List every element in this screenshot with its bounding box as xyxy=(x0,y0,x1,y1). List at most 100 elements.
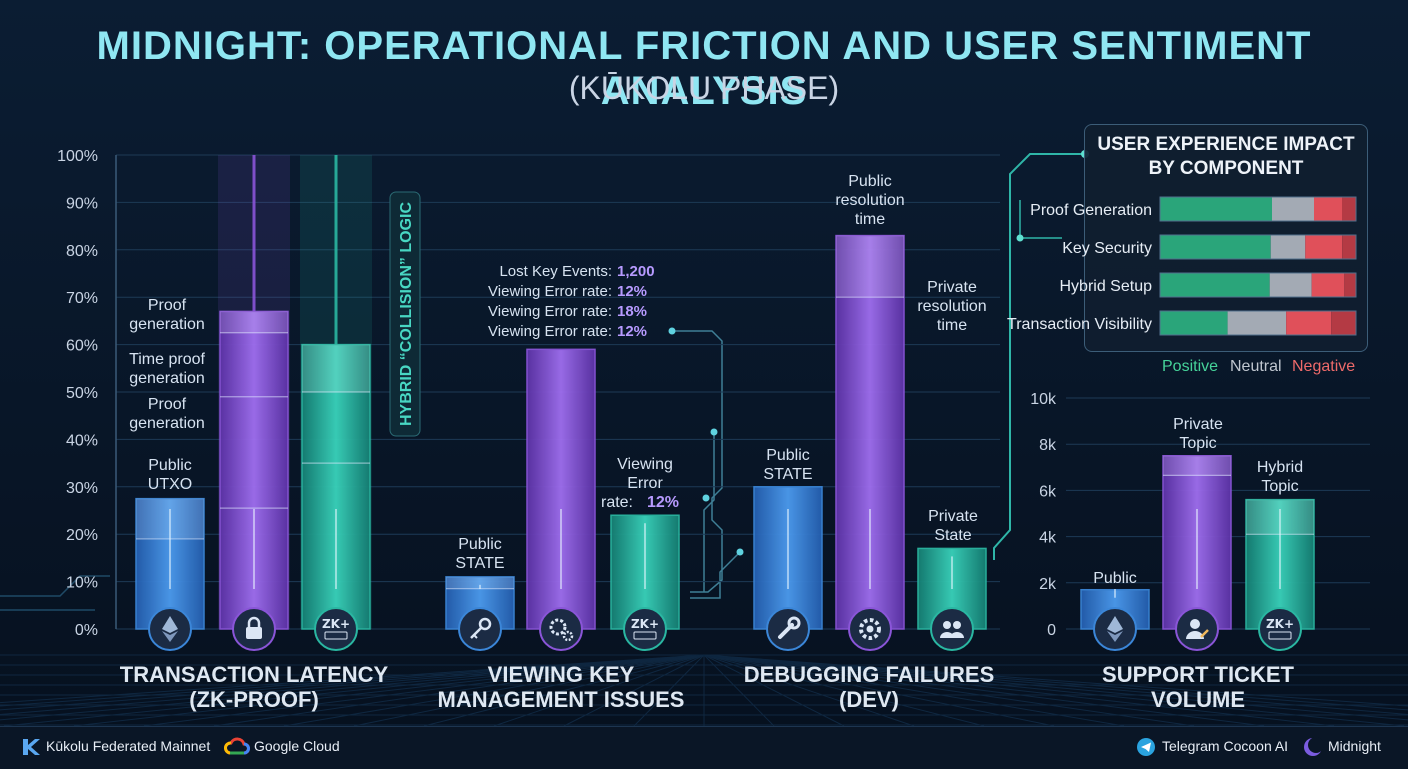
decor-grid-ray xyxy=(0,654,705,711)
connector-node xyxy=(702,494,710,502)
decor-grid-ray xyxy=(3,654,705,727)
bar-label-rate-value: 12% xyxy=(647,494,679,511)
eth-top xyxy=(162,616,178,633)
stat-value: 1,200 xyxy=(617,263,655,280)
zk-plus-text: ZK+ xyxy=(1266,617,1294,631)
connector-node xyxy=(1016,234,1024,242)
user-head-1 xyxy=(943,621,951,629)
bar-label-public-state: Public xyxy=(458,536,502,553)
users-icon-circle xyxy=(930,607,974,651)
eth-top xyxy=(1107,616,1123,633)
ethereum-icon xyxy=(1107,616,1123,642)
y-tick-label: 90% xyxy=(66,195,98,212)
callout-proof-generation: Proof xyxy=(148,297,187,314)
zk-plus-icon-circle xyxy=(314,607,358,651)
hybrid-collision-box xyxy=(389,191,421,437)
decor-grid-ray xyxy=(703,654,1195,727)
y-tick-label: 30% xyxy=(66,480,98,497)
bar-label-public-resolution: resolution xyxy=(835,192,904,209)
bar-label-private-state: Private xyxy=(928,508,978,525)
ticket-y-tick: 0 xyxy=(1047,622,1056,639)
legend-positive: Positive xyxy=(1162,358,1219,375)
bar-label-public-utxo: Public xyxy=(148,457,192,474)
y-tick-label: 60% xyxy=(66,338,98,355)
legend-negative: Negative xyxy=(1292,358,1356,375)
bar-top-segment xyxy=(1163,455,1231,476)
eth-bottom xyxy=(1107,631,1123,642)
decor-grid-ray xyxy=(703,654,1408,711)
ticket-label-private-topic: Private xyxy=(1173,416,1223,433)
footer-midnight: Midnight xyxy=(1328,738,1381,754)
stat-label: Viewing Error rate: xyxy=(488,283,612,300)
y-tick-label: 80% xyxy=(66,243,98,260)
wrench-icon xyxy=(778,616,801,639)
connector-trace xyxy=(672,330,723,593)
ticket-label-private-topic: Topic xyxy=(1179,435,1216,452)
group-label-line2: MANAGEMENT ISSUES xyxy=(438,687,685,712)
bar-label-public-resolution: Public xyxy=(848,173,892,190)
bar-label-public-state: STATE xyxy=(455,555,504,572)
callout-time-proof-generation: generation xyxy=(129,370,205,387)
callout-private-resolution: Private xyxy=(927,279,977,296)
decor-grid-ray xyxy=(703,654,775,727)
callout-private-resolution: time xyxy=(937,317,967,334)
ticket-y-tick: 4k xyxy=(1039,530,1057,547)
midnight-logo-icon xyxy=(1304,737,1324,756)
gears-icon xyxy=(549,618,574,642)
zk-plus-icon: ZK+ xyxy=(1266,617,1294,640)
stat-value: 12% xyxy=(617,283,647,300)
decor-grid-ray xyxy=(703,654,1408,721)
decor-grid-ray xyxy=(703,654,985,727)
key-bow xyxy=(478,617,492,631)
bar-top-segment xyxy=(220,311,288,333)
ux-impact-title: USER EXPERIENCE IMPACT BY COMPONENT xyxy=(1085,133,1367,181)
stat-value: 12% xyxy=(617,323,647,340)
callout-proof-generation-2: generation xyxy=(129,415,205,432)
decor-grid-ray xyxy=(493,654,705,727)
decor-grid-ray xyxy=(0,654,705,716)
footer-google-cloud: Google Cloud xyxy=(254,738,340,754)
bar-label-viewing-error: Error xyxy=(627,475,663,492)
decor-grid-ray xyxy=(703,654,915,727)
connector-node xyxy=(710,428,718,436)
callout-private-resolution: resolution xyxy=(917,298,986,315)
group-label: TRANSACTION LATENCY xyxy=(120,662,389,687)
group-label-line2: (DEV) xyxy=(839,687,899,712)
bar-top-segment xyxy=(302,344,370,392)
key-tooth xyxy=(473,634,478,639)
decor-grid-ray xyxy=(283,654,705,727)
decor-grid-ray xyxy=(703,654,1125,727)
person-head xyxy=(1190,619,1200,629)
decor-grid-ray xyxy=(73,654,705,727)
y-tick-label: 100% xyxy=(57,148,98,165)
bar-label-public-state-2: Public xyxy=(766,447,810,464)
bar-label-public-utxo: UTXO xyxy=(148,476,192,493)
connector-trace-3 xyxy=(690,551,741,599)
ux-impact-panel: USER EXPERIENCE IMPACT BY COMPONENT xyxy=(1084,124,1368,352)
group-label: VIEWING KEY xyxy=(488,662,635,687)
user-head-2 xyxy=(953,621,961,629)
zk-plus-icon: ZK+ xyxy=(631,617,659,640)
hybrid-collision-label: HYBRID “COLLISION” LOGIC xyxy=(398,202,415,426)
footer-bar xyxy=(0,726,1408,769)
stat-label: Lost Key Events: xyxy=(499,263,612,280)
lock-shackle xyxy=(247,616,261,627)
decor-grid-ray xyxy=(703,654,1335,727)
decor-grid-ray xyxy=(423,654,705,727)
callout-proof-generation: generation xyxy=(129,316,205,333)
connector-node xyxy=(736,548,744,556)
lock-icon xyxy=(246,616,262,639)
y-tick-label: 70% xyxy=(66,290,98,307)
telegram-icon xyxy=(1137,738,1155,756)
zk-plus-box xyxy=(633,631,657,640)
connector-panel-trace xyxy=(993,153,1085,560)
user-body-2 xyxy=(950,632,964,638)
key-shaft xyxy=(470,627,482,639)
zk-plus-text: ZK+ xyxy=(322,617,350,631)
gear-icon xyxy=(859,618,881,640)
group-label: DEBUGGING FAILURES xyxy=(744,662,995,687)
bar-label-public-state-2: STATE xyxy=(763,466,812,483)
zk-plus-icon-circle xyxy=(1258,607,1302,651)
ticket-y-tick: 6k xyxy=(1039,483,1057,500)
bar-top-segment xyxy=(836,235,904,298)
